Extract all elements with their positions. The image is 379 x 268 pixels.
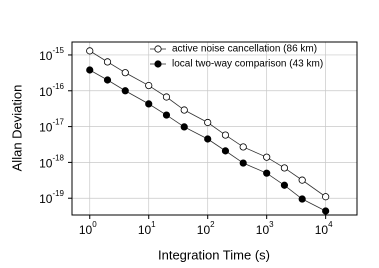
y-tick-label: 10-17 bbox=[39, 118, 64, 135]
x-tick-label-exponent: 4 bbox=[328, 220, 333, 229]
y-tick-label: 10-18 bbox=[39, 154, 64, 171]
y-tick-label: 10-19 bbox=[39, 189, 64, 206]
data-point bbox=[180, 123, 188, 131]
data-point bbox=[162, 111, 171, 119]
x-tick-label: 100 bbox=[79, 220, 97, 237]
data-point bbox=[145, 81, 153, 90]
x-tick-label: 103 bbox=[256, 220, 274, 237]
y-tick-label: 10-15 bbox=[39, 46, 64, 63]
x-tick-label-base: 10 bbox=[315, 223, 329, 237]
y-tick-label-exponent: -16 bbox=[52, 82, 64, 91]
x-tick-label: 102 bbox=[197, 220, 215, 237]
x-tick-label-base: 10 bbox=[256, 223, 270, 237]
data-point bbox=[322, 207, 330, 215]
data-point bbox=[162, 93, 171, 101]
y-axis-label: Allan Deviation bbox=[9, 85, 24, 172]
data-point bbox=[204, 118, 212, 127]
data-point bbox=[280, 164, 289, 172]
data-point bbox=[298, 176, 306, 184]
legend-marker bbox=[154, 60, 162, 68]
y-tick-label-exponent: -19 bbox=[52, 189, 64, 198]
y-tick-label-exponent: -17 bbox=[52, 118, 64, 127]
legend-label: active noise cancellation (86 km) bbox=[172, 44, 317, 55]
x-tick-label-base: 10 bbox=[138, 223, 152, 237]
y-tick-label-base: 10 bbox=[39, 85, 53, 99]
data-point bbox=[180, 106, 188, 114]
legend-marker bbox=[154, 45, 162, 53]
x-tick-label-exponent: 3 bbox=[269, 220, 274, 229]
x-tick-label: 101 bbox=[138, 220, 156, 237]
y-tick-label-base: 10 bbox=[39, 157, 53, 171]
legend-label: local two-way comparison (43 km) bbox=[172, 59, 323, 70]
y-tick-label-base: 10 bbox=[39, 192, 53, 206]
data-point bbox=[239, 143, 247, 151]
y-tick-label-base: 10 bbox=[39, 49, 53, 63]
data-point bbox=[121, 87, 129, 95]
data-point bbox=[121, 69, 129, 77]
data-point bbox=[298, 195, 306, 203]
y-tick-label-base: 10 bbox=[39, 121, 53, 135]
x-tick-label: 104 bbox=[315, 220, 333, 237]
data-point bbox=[103, 58, 112, 66]
data-point bbox=[103, 76, 112, 84]
data-point bbox=[221, 147, 230, 155]
x-tick-label-exponent: 0 bbox=[92, 220, 97, 229]
data-point bbox=[204, 135, 212, 143]
data-point bbox=[239, 159, 247, 167]
y-tick-label: 10-16 bbox=[39, 82, 64, 99]
data-point bbox=[263, 169, 271, 177]
y-tick-label-exponent: -18 bbox=[52, 154, 64, 163]
data-point bbox=[145, 100, 153, 108]
x-axis-label: Integration Time (s) bbox=[158, 247, 270, 262]
x-tick-label-exponent: 1 bbox=[151, 220, 156, 229]
data-point bbox=[322, 193, 330, 201]
data-point bbox=[263, 153, 271, 161]
x-tick-label-base: 10 bbox=[197, 223, 211, 237]
x-tick-label-base: 10 bbox=[79, 223, 93, 237]
data-point bbox=[86, 66, 94, 74]
data-point bbox=[86, 47, 94, 55]
y-tick-label-exponent: -15 bbox=[52, 46, 64, 55]
x-tick-label-exponent: 2 bbox=[210, 220, 215, 229]
data-point bbox=[280, 181, 289, 189]
plot-frame bbox=[71, 41, 358, 216]
data-point bbox=[221, 131, 230, 139]
